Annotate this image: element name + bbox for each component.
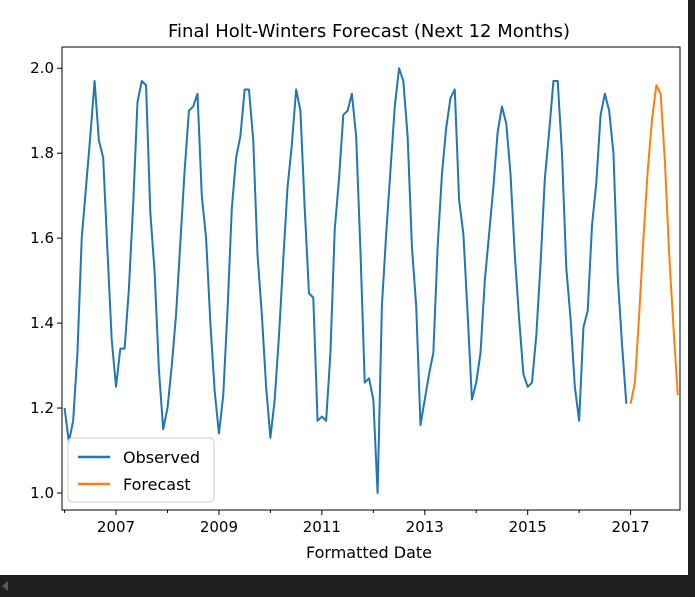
x-tick-label: 2009 xyxy=(200,518,238,536)
chart-svg: Final Holt-Winters Forecast (Next 12 Mon… xyxy=(30,21,681,562)
y-tick-label: 1.4 xyxy=(30,314,54,332)
x-axis-label: Formatted Date xyxy=(306,543,432,562)
x-tick-label: 2013 xyxy=(406,518,444,536)
series-layer xyxy=(63,67,679,495)
chart-title: Final Holt-Winters Forecast (Next 12 Mon… xyxy=(168,21,570,42)
y-tick-label: 1.2 xyxy=(30,399,54,417)
legend-label-observed: Observed xyxy=(123,448,200,467)
y-tick-label: 1.0 xyxy=(30,484,54,502)
y-tick-label: 1.8 xyxy=(30,144,54,162)
x-tick-label: 2011 xyxy=(303,518,341,536)
y-tick-label: 1.6 xyxy=(30,229,54,247)
x-tick-label: 2015 xyxy=(509,518,547,536)
scroll-left-arrow-icon[interactable] xyxy=(2,581,8,591)
x-axis: 2007 2009 2011 2013 2015 2017 xyxy=(64,510,650,536)
legend-label-forecast: Forecast xyxy=(123,475,191,494)
plot-area-frame xyxy=(61,46,681,511)
notebook-edge xyxy=(688,0,695,575)
y-tick-label: 2.0 xyxy=(30,59,54,77)
horizontal-scrollbar[interactable] xyxy=(0,575,695,597)
legend-box xyxy=(67,437,215,503)
legend: Observed Forecast xyxy=(67,437,215,503)
forecast-series-line xyxy=(629,84,679,405)
x-tick-label: 2017 xyxy=(612,518,650,536)
y-axis: 1.0 1.2 1.4 1.6 1.8 2.0 xyxy=(30,59,62,502)
chart-figure: Final Holt-Winters Forecast (Next 12 Mon… xyxy=(0,0,688,575)
x-tick-label: 2007 xyxy=(97,518,135,536)
observed-series-line xyxy=(63,67,628,495)
